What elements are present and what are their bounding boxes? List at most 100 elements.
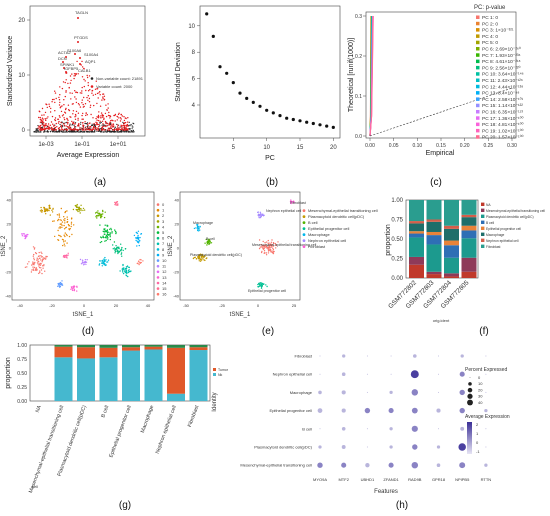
non-variable-point [71,123,74,125]
legend-label: PC 11: 2.43×10⁻¹²⁶ [482,78,523,84]
variable-point [40,128,43,130]
cell-point [206,241,208,243]
non-variable-point [33,130,35,133]
non-variable-point [79,127,81,129]
cell-point [94,212,97,214]
variable-point [109,127,111,129]
variable-point [41,123,43,126]
cell-point [102,213,104,215]
cell-point [115,250,117,252]
percent-legend-label: 30 [478,394,483,399]
cell-point [32,269,35,271]
cell-point [114,201,116,204]
variable-point [55,122,57,125]
panel-f-frame [405,199,479,279]
variable-point [45,123,47,125]
variable-point [49,111,52,113]
variable-point [61,105,63,107]
legend-label: Mesenchymal-epithelial transitioning cel… [486,209,545,213]
cell-point [210,242,213,244]
variable-point [82,124,84,126]
stacked-bar-segment [426,221,442,232]
cell-point [64,222,66,224]
variable-point [79,128,81,130]
variable-point [103,98,106,101]
cell-point [76,209,78,212]
legend-swatch [476,128,480,133]
variable-point [113,128,116,131]
non-variable-point [35,128,37,130]
cell-point [261,213,263,216]
cell-point [130,270,132,272]
variable-point [76,128,78,131]
expression-dot [317,408,323,413]
cell-point [43,210,46,213]
cell-point [23,235,25,237]
variable-point [115,128,118,130]
non-variable-point [102,124,104,126]
cell-point [105,259,107,261]
cell-point [199,229,201,231]
gene-label: TAGLN [75,10,88,15]
cell-point [54,235,56,238]
panel-e-x-axis-label: tSNE_1 [230,312,251,318]
cell-point [38,272,40,275]
non-variable-point [114,127,116,129]
expression-dot [436,463,441,468]
legend-label: 13 [162,275,167,280]
non-variable-point [94,124,96,126]
legend-swatch [213,368,216,371]
cell-point [69,227,71,230]
panel-e-label: (e) [262,326,274,337]
y-tick-label: 6 [192,77,196,83]
cell-point [60,219,62,221]
stacked-bar-segment [144,345,163,347]
cell-point [45,213,47,215]
variable-point [112,126,114,128]
y-tick-label: 0.75 [17,357,27,363]
non-variable-point [90,130,92,132]
variable-point [54,128,57,131]
variable-point [65,107,67,110]
cell-point [38,257,41,260]
cell-point [38,255,40,257]
variable-point [125,126,127,128]
non-variable-point [44,131,46,133]
non-variable-point [130,131,132,133]
variable-point [100,112,103,114]
cell-point [102,209,104,212]
x-tick-label: -20 [49,303,56,308]
variable-point [61,128,63,131]
panel-f-bars [409,200,477,278]
legend-swatch [156,292,160,296]
x-tick-label: 0.25 [483,143,493,149]
variable-point [117,129,120,131]
non-variable-point [75,122,77,124]
cell-point [97,215,99,217]
cell-point [71,288,74,290]
variable-point [87,82,89,84]
variable-point [69,82,72,84]
cell-point [70,223,73,225]
expression-dot [411,389,419,396]
legend-swatch [156,242,160,246]
non-variable-point [119,126,121,128]
variable-point [124,124,126,127]
avg-expression-colorbar [467,422,472,454]
stacked-bar-segment [189,347,208,351]
legend-swatch [476,65,480,70]
legend-swatch [156,276,160,279]
cell-point [259,246,261,248]
variable-point [97,128,100,130]
expression-dot [459,462,466,469]
variable-point [81,118,83,120]
variable-point [65,129,67,131]
variable-point [120,126,123,128]
variable-point [82,118,84,120]
feature-label: MTF2 [338,477,349,482]
variable-point [97,116,99,119]
y-tick-label: 8 [192,50,196,56]
non-variable-point [132,122,134,124]
cell-point [128,266,130,268]
pc-sd-point [298,119,302,123]
